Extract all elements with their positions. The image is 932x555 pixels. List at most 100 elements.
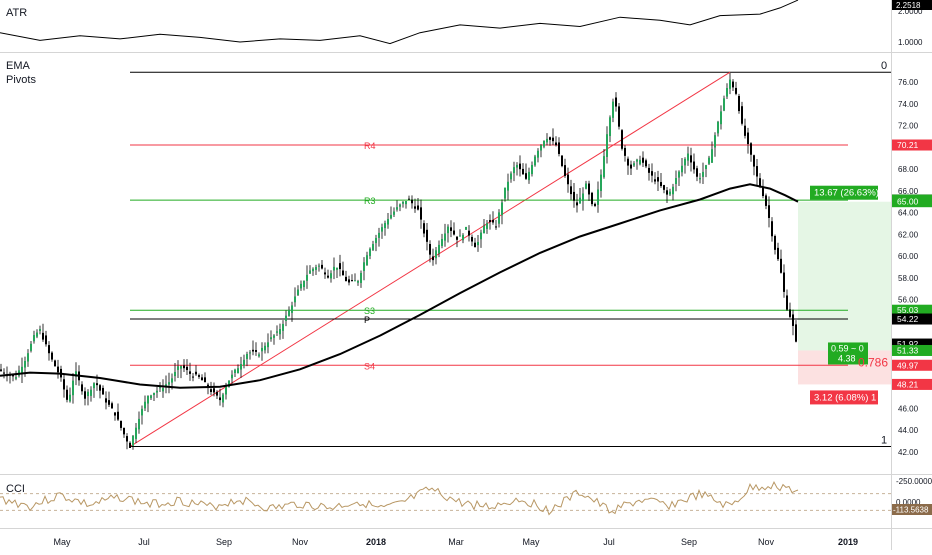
price-badge xyxy=(892,378,932,390)
candle-body xyxy=(729,79,731,89)
candle-body xyxy=(138,418,140,430)
time-axis-label: Sep xyxy=(216,537,232,547)
candle-body xyxy=(105,398,107,403)
candle-body xyxy=(534,156,536,166)
candle-body xyxy=(66,389,68,400)
price-tick-label: 46.00 xyxy=(898,404,919,413)
candle-body xyxy=(99,385,101,391)
price-badge xyxy=(892,313,932,325)
candle-body xyxy=(168,382,170,385)
candle-body xyxy=(540,145,542,151)
candle-body xyxy=(603,156,605,178)
candle-body xyxy=(720,111,722,125)
candle-body xyxy=(507,181,509,191)
candle-body xyxy=(714,135,716,148)
candle-body xyxy=(621,130,623,149)
candle-body xyxy=(414,206,416,209)
price-candles xyxy=(0,73,797,450)
candle-body xyxy=(141,408,143,416)
candle-body xyxy=(570,186,572,195)
candle-body xyxy=(267,342,269,348)
price-tick-label: 66.00 xyxy=(898,187,919,196)
candle-body xyxy=(696,168,698,177)
candle-body xyxy=(498,212,500,224)
candle-body xyxy=(75,371,77,377)
candle-body xyxy=(390,214,392,219)
position-target-zone[interactable] xyxy=(798,201,891,351)
candle-body xyxy=(585,183,587,189)
time-axis-label: Nov xyxy=(292,537,309,547)
time-axis-label: Mar xyxy=(448,537,464,547)
candle-body xyxy=(96,383,98,386)
candle-body xyxy=(252,349,254,352)
candle-body xyxy=(474,242,476,248)
candle-body xyxy=(177,366,179,370)
pivot-label-s3: S3 xyxy=(364,306,375,316)
price-badge-text: 55.03 xyxy=(897,305,919,315)
candle-body xyxy=(753,155,755,167)
candle-body xyxy=(345,276,347,281)
candle-body xyxy=(408,198,410,200)
time-axis-label: Jul xyxy=(603,537,615,547)
candle-body xyxy=(789,309,791,317)
candle-body xyxy=(132,435,134,446)
candle-body xyxy=(768,205,770,218)
time-axis-label: 2019 xyxy=(838,537,858,547)
candle-body xyxy=(765,195,767,206)
candle-body xyxy=(288,310,290,316)
candle-body xyxy=(24,360,26,368)
candle-body xyxy=(255,350,257,352)
candle-body xyxy=(159,387,161,389)
ema-line xyxy=(0,183,799,389)
price-badge-text: 49.97 xyxy=(897,360,919,370)
candle-body xyxy=(711,149,713,163)
candle-body xyxy=(606,134,608,157)
candle-body xyxy=(192,376,194,378)
candle-body xyxy=(279,329,281,335)
candle-body xyxy=(651,171,653,176)
candle-body xyxy=(108,400,110,405)
price-badge xyxy=(892,359,932,371)
fib-level-1-label: 1 xyxy=(881,435,887,447)
candle-body xyxy=(594,203,596,206)
candle-body xyxy=(573,191,575,201)
candle-body xyxy=(420,207,422,220)
candle-body xyxy=(486,223,488,229)
candle-body xyxy=(276,331,278,333)
candle-body xyxy=(402,201,404,204)
candle-body xyxy=(723,98,725,111)
candle-body xyxy=(222,394,224,403)
candle-body xyxy=(477,241,479,246)
cci-axis-ticks: 0.0000 -250.0000 xyxy=(896,477,932,507)
cci-value-badge xyxy=(892,504,932,515)
candle-body xyxy=(627,158,629,166)
candle-body xyxy=(597,189,599,205)
candle-body xyxy=(396,207,398,210)
candle-body xyxy=(39,329,41,331)
candle-body xyxy=(351,280,353,282)
candle-body xyxy=(762,187,764,197)
candle-body xyxy=(0,369,2,371)
candle-body xyxy=(708,157,710,164)
candle-body xyxy=(447,226,449,234)
candle-body xyxy=(792,314,794,326)
candle-body xyxy=(246,354,248,359)
price-badge xyxy=(892,304,932,316)
candle-body xyxy=(117,411,119,420)
position-center-line1: 0.59 ~ 0 xyxy=(831,343,864,353)
candle-body xyxy=(312,268,314,272)
candle-body xyxy=(51,352,53,360)
candle-body xyxy=(183,365,185,369)
price-badge-text: 65.00 xyxy=(897,197,919,207)
candle-body xyxy=(693,161,695,170)
candle-body xyxy=(522,168,524,175)
cci-value-badge-text: -113.5638 xyxy=(893,506,929,515)
candle-body xyxy=(84,391,86,399)
candle-body xyxy=(438,244,440,254)
candle-body xyxy=(699,177,701,180)
cci-line xyxy=(0,480,799,516)
pivot-label-p: P xyxy=(364,315,370,325)
candle-body xyxy=(363,262,365,272)
time-axis-label: Sep xyxy=(681,537,697,547)
